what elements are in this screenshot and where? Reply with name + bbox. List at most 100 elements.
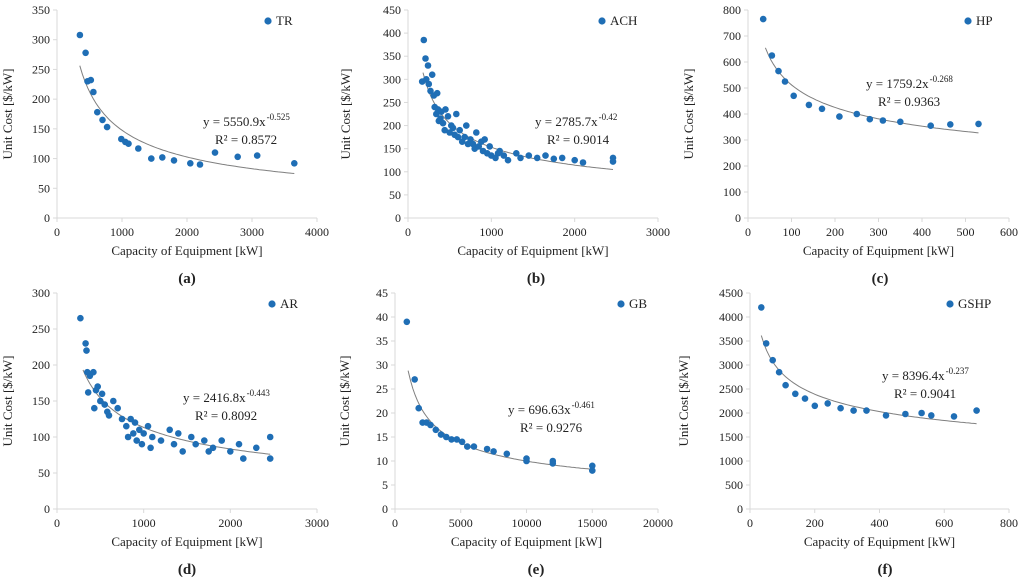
data-point [103, 123, 111, 131]
trend-line [79, 65, 295, 174]
y-tick-label: 1500 [719, 430, 743, 444]
data-point [768, 52, 776, 59]
r-squared: R² = 0.9363 [878, 94, 940, 109]
data-point [209, 444, 217, 452]
y-tick-label: 50 [38, 181, 50, 195]
trend-equation: y = 2785.7x [535, 114, 598, 129]
data-point [550, 155, 558, 163]
y-tick-label: 0 [395, 211, 401, 225]
data-point [769, 356, 776, 364]
y-tick-label: 200 [723, 159, 741, 173]
data-point [235, 440, 243, 448]
y-tick-label: 400 [383, 26, 401, 40]
data-point [850, 407, 857, 414]
y-tick-label: 3000 [719, 358, 743, 372]
trend-exponent: -0.237 [946, 366, 970, 376]
x-tick-label: 2000 [563, 225, 587, 239]
trend-equation: y = 8396.4x [882, 368, 945, 383]
data-point [99, 116, 106, 124]
data-point [424, 62, 432, 69]
data-point [196, 161, 204, 168]
data-point [490, 448, 497, 455]
y-tick-label: 500 [725, 478, 743, 492]
y-axis-label: Unit Cost [$/kW] [676, 356, 691, 447]
x-tick-label: 400 [871, 516, 889, 530]
y-tick-label: 4000 [719, 310, 743, 324]
legend-label: TR [276, 13, 293, 28]
data-point [470, 443, 478, 450]
x-tick-label: 1000 [110, 225, 134, 239]
y-tick-label: 150 [32, 394, 50, 408]
data-point [549, 460, 557, 467]
data-point [82, 49, 89, 57]
trend-exponent: -0.268 [930, 74, 954, 84]
x-tick-label: 800 [1000, 516, 1018, 530]
data-point [792, 390, 799, 398]
data-point [533, 154, 541, 162]
data-point [811, 402, 819, 410]
x-axis-label: Capacity of Equipment [kW] [804, 534, 955, 549]
data-point [133, 437, 140, 444]
data-point [437, 431, 445, 438]
data-point [175, 430, 182, 437]
panel-d: 0 1000 2000 3000 0 50 100 150 200 250 300 Capacity … [0, 286, 329, 578]
data-point [432, 426, 440, 434]
data-point [486, 143, 494, 150]
data-point [123, 422, 130, 430]
x-tick-label: 100 [783, 225, 801, 239]
data-point [234, 153, 241, 161]
data-point [453, 436, 461, 443]
y-tick-label: 0 [735, 211, 741, 225]
data-point [179, 448, 186, 455]
data-point [87, 76, 95, 84]
data-point [443, 433, 450, 441]
data-point [879, 117, 887, 124]
y-axis-label: Unit Cost [$/kW] [337, 356, 352, 447]
x-axis-label: Capacity of Equipment [kW] [803, 243, 954, 258]
y-axis-label: Unit Cost [$/kW] [681, 69, 696, 160]
data-point [866, 115, 874, 123]
data-point [496, 147, 504, 155]
data-point [444, 113, 452, 120]
data-point [118, 415, 126, 423]
data-point [227, 448, 234, 455]
x-axis-label: Capacity of Equipment [kW] [111, 534, 262, 549]
data-point [503, 450, 511, 458]
data-point [159, 154, 166, 161]
x-tick-label: 15000 [577, 516, 607, 530]
data-point [464, 443, 471, 450]
data-point [461, 133, 469, 141]
data-point [837, 404, 844, 412]
y-axis-label: Unit Cost [$/kW] [0, 356, 15, 447]
y-tick-label: 3500 [719, 334, 743, 348]
x-tick-label: 1000 [479, 225, 503, 239]
r-squared: R² = 0.9276 [520, 420, 583, 435]
y-tick-label: 200 [383, 119, 401, 133]
panel-label: (c) [872, 271, 889, 287]
r-squared: R² = 0.9014 [547, 132, 610, 147]
data-point [110, 397, 117, 405]
y-tick-label: 1000 [719, 454, 743, 468]
data-point [192, 440, 199, 448]
data-point [147, 444, 154, 452]
data-point [187, 160, 194, 167]
trend-exponent: -0.443 [247, 388, 271, 398]
data-point [449, 124, 457, 132]
y-tick-label: 150 [32, 122, 50, 136]
x-axis-label: Capacity of Equipment [kW] [451, 534, 602, 549]
y-tick-label: 400 [723, 107, 741, 121]
data-point [211, 149, 219, 156]
data-point [149, 433, 156, 441]
data-point [125, 140, 132, 147]
legend-marker [268, 300, 276, 308]
data-point [456, 126, 464, 134]
legend-marker [264, 17, 272, 25]
y-tick-label: 0 [44, 211, 50, 225]
panel-e: 0 5000 10000 15000 20000 0 5 10 15 20 25 30 35 40 45 Ca… [337, 286, 673, 578]
y-tick-label: 700 [723, 29, 741, 43]
y-tick-label: 15 [376, 430, 388, 444]
data-point [252, 444, 260, 452]
data-point [114, 404, 121, 412]
data-point [483, 445, 491, 453]
data-point [918, 409, 925, 417]
